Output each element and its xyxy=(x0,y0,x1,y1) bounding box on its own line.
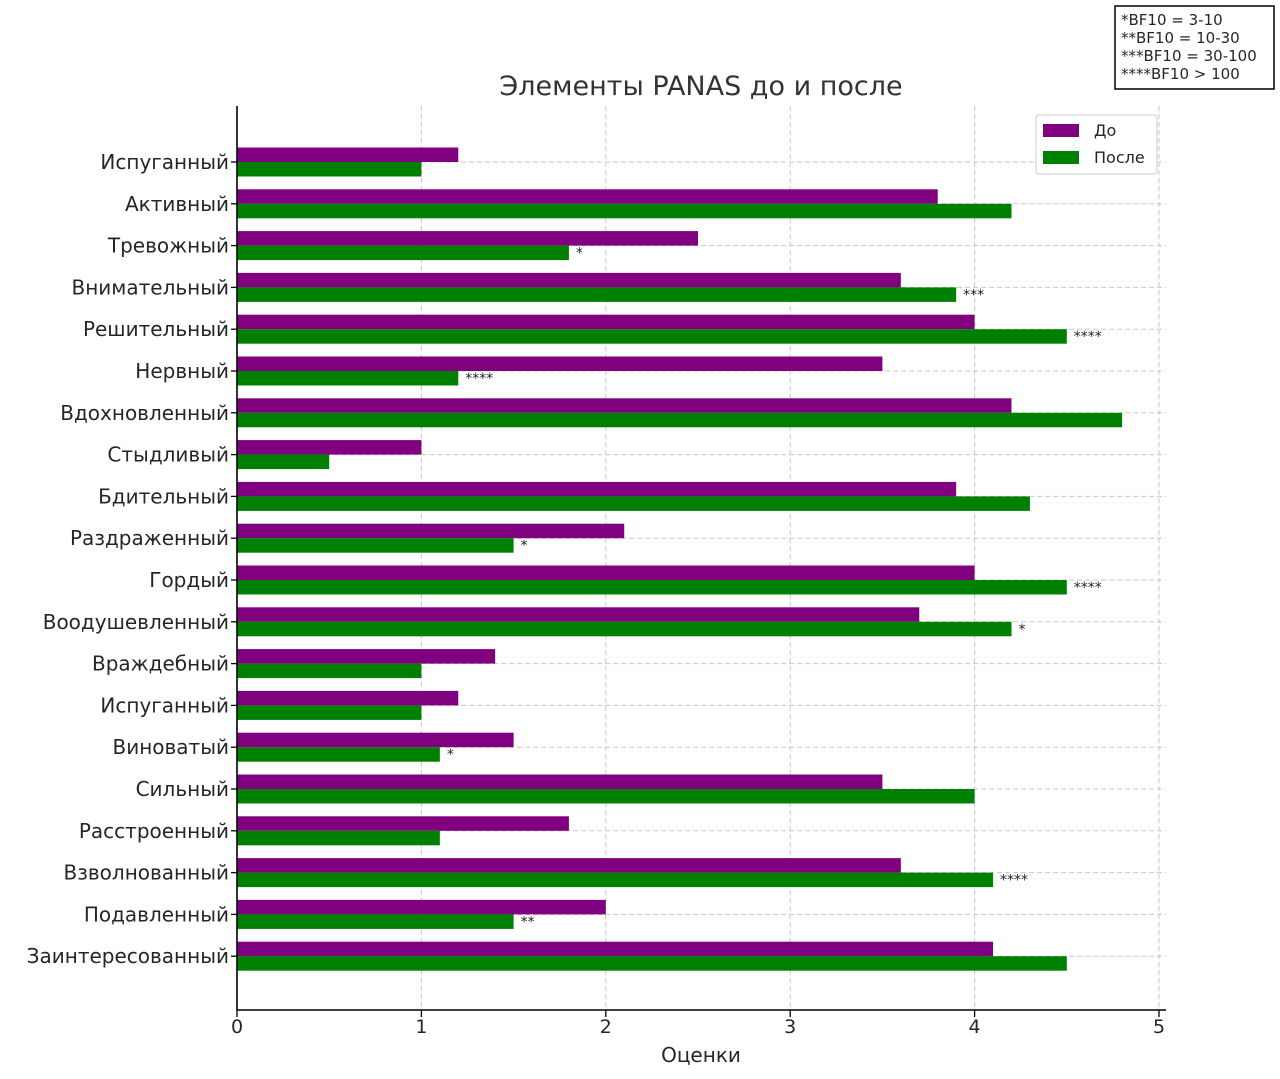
bar-posle xyxy=(237,162,422,177)
bar-do xyxy=(237,732,514,748)
significance-annotation: **** xyxy=(1074,329,1102,345)
bar-posle xyxy=(237,663,422,679)
bar-posle xyxy=(237,371,459,386)
y-tick-label: Испуганный xyxy=(100,150,229,174)
bar-do xyxy=(237,649,496,664)
bar-do xyxy=(237,356,883,371)
bar-do xyxy=(237,481,957,497)
bar-posle xyxy=(237,872,994,888)
bar-posle xyxy=(237,621,1012,637)
bar-do xyxy=(237,690,459,706)
significance-key-line: ***BF10 = 30-100 xyxy=(1121,47,1257,65)
significance-annotation: *** xyxy=(963,287,984,303)
bar-do xyxy=(237,314,975,330)
bar-do xyxy=(237,899,606,915)
bar-do xyxy=(237,189,938,204)
bar-posle xyxy=(237,329,1067,344)
significance-annotation: * xyxy=(1018,622,1025,638)
bar-do xyxy=(237,941,994,957)
bar-posle xyxy=(237,454,330,470)
significance-key-line: **BF10 = 10-30 xyxy=(1121,29,1240,47)
legend-swatch-posle xyxy=(1043,151,1079,164)
significance-annotation: **** xyxy=(1000,873,1028,889)
y-tick-label: Враждебный xyxy=(92,652,229,676)
bar-posle xyxy=(237,956,1067,971)
bar-do xyxy=(237,231,698,246)
bar-do xyxy=(237,398,1012,413)
bar-posle xyxy=(237,412,1123,428)
bar-do xyxy=(237,565,975,580)
y-tick-label: Воодушевленный xyxy=(43,610,229,634)
significance-key-line: *BF10 = 3-10 xyxy=(1121,11,1223,29)
y-tick-label: Решительный xyxy=(83,317,229,341)
y-tick-label: Сильный xyxy=(136,777,229,801)
bar-posle xyxy=(237,538,514,553)
x-tick-label: 4 xyxy=(969,1016,981,1038)
significance-annotation: **** xyxy=(465,371,493,387)
y-tick-label: Нервный xyxy=(135,359,229,383)
y-tick-label: Подавленный xyxy=(84,902,229,926)
y-tick-label: Виноватый xyxy=(112,735,229,759)
y-tick-label: Заинтересованный xyxy=(27,944,229,968)
bar-posle xyxy=(237,830,440,846)
y-tick-label: Гордый xyxy=(149,568,229,592)
chart-title: Элементы PANAS до и после xyxy=(499,71,902,102)
bar-do xyxy=(237,816,569,831)
x-tick-label: 3 xyxy=(784,1016,796,1038)
legend-label-posle: После xyxy=(1094,148,1145,167)
x-axis-label: Оценки xyxy=(661,1043,741,1067)
significance-annotation: * xyxy=(521,538,528,554)
significance-annotation: * xyxy=(447,747,454,763)
y-tick-label: Внимательный xyxy=(71,275,229,299)
bar-do xyxy=(237,523,625,539)
bar-do xyxy=(237,272,901,288)
bar-posle xyxy=(237,580,1067,595)
bar-do xyxy=(237,858,901,873)
significance-annotation: **** xyxy=(1074,580,1102,596)
significance-key-box: *BF10 = 3-10 **BF10 = 10-30 ***BF10 = 30… xyxy=(1114,5,1275,90)
annotations: ************************* xyxy=(447,246,1102,931)
x-tick-label: 0 xyxy=(231,1016,243,1038)
x-ticks: 0 1 2 3 4 5 xyxy=(231,1010,1165,1038)
bars xyxy=(237,147,1123,971)
bar-do xyxy=(237,774,883,789)
axes xyxy=(236,106,1166,1011)
bar-posle xyxy=(237,747,440,762)
y-tick-label: Стыдливый xyxy=(107,443,229,467)
legend-label-do: До xyxy=(1094,121,1116,140)
significance-annotation: ** xyxy=(521,914,535,930)
bar-posle xyxy=(237,245,569,261)
y-tick-label: Раздраженный xyxy=(70,526,229,550)
y-tick-label: Активный xyxy=(125,192,229,216)
x-tick-label: 5 xyxy=(1153,1016,1165,1038)
bar-posle xyxy=(237,496,1030,511)
x-tick-label: 1 xyxy=(415,1016,427,1038)
significance-key-line: ****BF10 > 100 xyxy=(1121,65,1240,83)
bar-posle xyxy=(237,203,1012,219)
x-tick-label: 2 xyxy=(600,1016,612,1038)
bar-posle xyxy=(237,705,422,720)
y-tick-label: Взволнованный xyxy=(64,861,229,885)
bar-do xyxy=(237,147,459,162)
y-tick-label: Испуганный xyxy=(100,693,229,717)
y-tick-label: Вдохновленный xyxy=(60,401,229,425)
bar-do xyxy=(237,607,920,622)
bar-posle xyxy=(237,914,514,929)
y-tick-label: Расстроенный xyxy=(79,819,229,843)
significance-annotation: * xyxy=(576,246,583,262)
legend: До После xyxy=(1035,114,1158,175)
y-tick-labels: Испуганный Активный Тревожный Внимательный Р… xyxy=(27,150,237,968)
y-tick-label: Тревожный xyxy=(107,234,229,258)
bar-posle xyxy=(237,287,957,302)
legend-swatch-do xyxy=(1043,124,1079,137)
significance-key-frame xyxy=(1114,5,1275,90)
bar-do xyxy=(237,440,422,455)
y-tick-label: Бдительный xyxy=(98,484,229,508)
bar-posle xyxy=(237,789,975,804)
